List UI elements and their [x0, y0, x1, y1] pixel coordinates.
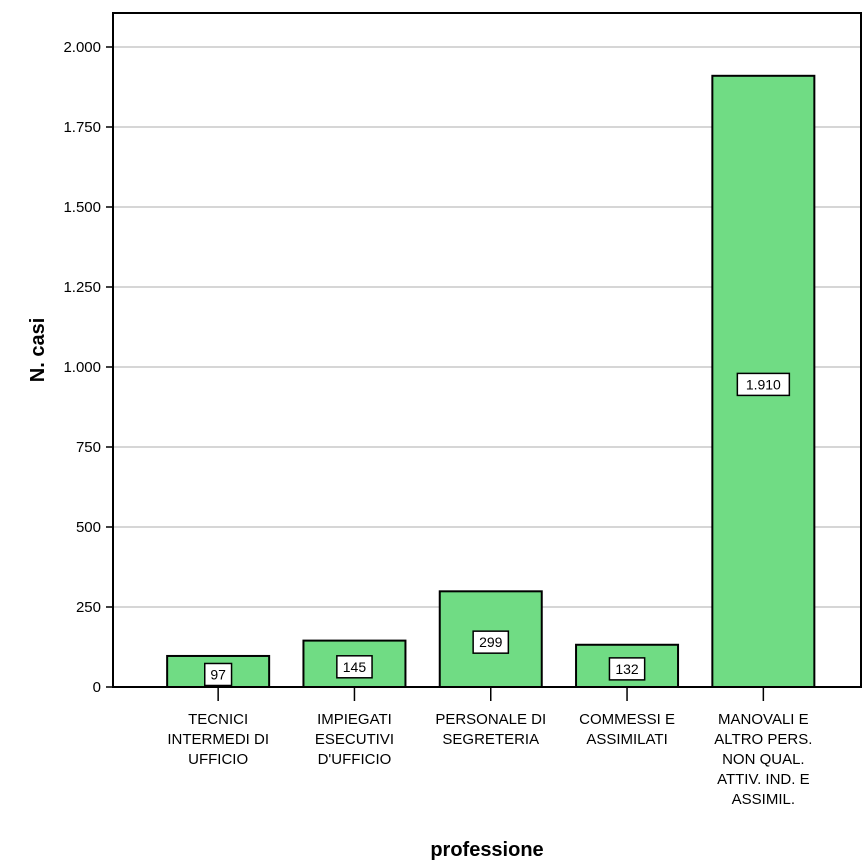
value-label: 145 — [343, 659, 367, 675]
value-label: 299 — [479, 634, 503, 650]
x-tick-label: IMPIEGATI ESECUTIVI D'UFFICIO — [315, 711, 394, 768]
x-tick-label: COMMESSI E ASSIMILATI — [579, 711, 675, 748]
gridlines — [113, 46, 861, 608]
y-tick-label: 1.500 — [63, 199, 101, 216]
plot-frame — [112, 12, 862, 688]
x-tick-label: PERSONALE DI SEGRETERIA — [435, 711, 546, 748]
value-label: 1.910 — [746, 376, 781, 392]
bars — [166, 74, 816, 689]
value-label-box — [336, 655, 373, 679]
y-tick-label: 250 — [76, 599, 101, 616]
x-tick-label: TECNICI INTERMEDI DI UFFICIO — [167, 711, 269, 768]
y-axis: 0 250 500 750 1.000 1.250 1.500 1.750 2.000 — [63, 39, 113, 696]
y-axis-title: N. casi — [27, 318, 49, 382]
value-label-box — [608, 657, 646, 681]
x-axis: TECNICI INTERMEDI DI UFFICIO IMPIEGATI ESECU… — [167, 687, 812, 808]
y-tick-label: 0 — [93, 679, 101, 696]
value-labels: 97 145 299 132 1.910 — [204, 372, 791, 687]
value-label: 132 — [615, 661, 639, 677]
y-tick-label: 1.750 — [63, 119, 101, 136]
value-label: 97 — [210, 666, 226, 682]
value-label-box — [204, 662, 233, 687]
x-tick-label: MANOVALI E ALTRO PERS. NON QUAL. ATTIV. IND… — [714, 711, 812, 808]
y-tick-label: 750 — [76, 439, 101, 456]
value-label-box — [472, 630, 510, 654]
x-axis-title: professione — [430, 839, 543, 861]
y-tick-label: 1.250 — [63, 279, 101, 296]
value-label-box — [736, 372, 791, 397]
y-tick-label: 1.000 — [63, 359, 101, 376]
y-tick-label: 500 — [76, 519, 101, 536]
y-tick-label: 2.000 — [63, 39, 101, 56]
